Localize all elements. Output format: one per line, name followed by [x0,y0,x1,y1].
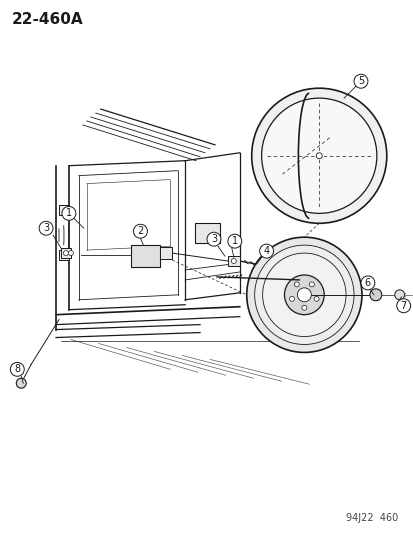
Circle shape [353,74,367,88]
Circle shape [231,259,236,263]
Circle shape [39,221,53,235]
Text: 4: 4 [263,246,269,256]
Circle shape [251,88,386,223]
Circle shape [369,289,381,301]
Circle shape [133,224,147,238]
FancyBboxPatch shape [227,256,239,266]
Text: 5: 5 [357,76,363,86]
Circle shape [16,378,26,388]
Circle shape [394,290,404,300]
Text: 22-460A: 22-460A [11,12,83,27]
Circle shape [10,362,24,376]
Circle shape [62,206,76,220]
Text: 3: 3 [43,223,49,233]
Circle shape [63,251,68,256]
Circle shape [246,237,361,352]
Circle shape [396,299,410,313]
Text: 1: 1 [231,236,237,246]
FancyBboxPatch shape [130,245,160,267]
FancyBboxPatch shape [160,247,172,259]
Text: 94J22  460: 94J22 460 [346,513,398,523]
Text: 3: 3 [210,234,216,244]
FancyBboxPatch shape [61,248,71,258]
Text: 1: 1 [66,208,72,219]
Text: 6: 6 [364,278,370,288]
Circle shape [227,234,241,248]
Circle shape [262,253,345,336]
Circle shape [254,245,353,344]
Circle shape [68,251,73,256]
FancyBboxPatch shape [195,223,219,243]
Circle shape [294,282,299,287]
Circle shape [289,296,294,301]
Text: 2: 2 [137,226,143,236]
Text: 8: 8 [14,365,20,374]
Circle shape [206,232,221,246]
Text: 7: 7 [400,301,406,311]
Circle shape [360,276,374,290]
Circle shape [259,244,273,258]
Circle shape [297,288,311,302]
Circle shape [301,305,306,310]
FancyBboxPatch shape [59,250,69,260]
Circle shape [284,275,323,314]
Circle shape [309,282,313,287]
FancyBboxPatch shape [59,205,69,215]
Circle shape [313,296,318,301]
Circle shape [316,153,321,159]
Circle shape [261,98,376,213]
